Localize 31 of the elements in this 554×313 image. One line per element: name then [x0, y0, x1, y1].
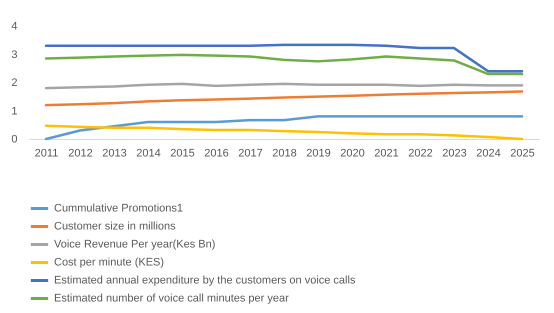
x-tick-label: 2020	[340, 148, 365, 160]
line-series	[44, 90, 524, 106]
x-tick-label: 2014	[136, 148, 161, 160]
x-tick-label: 2013	[102, 148, 127, 160]
x-tick-label: 2012	[68, 148, 93, 160]
x-tick-label: 2021	[374, 148, 399, 160]
x-tick-label: 2016	[204, 148, 229, 160]
x-tick-label: 2023	[442, 148, 467, 160]
line-series	[44, 44, 524, 72]
legend-label: Customer size in millions	[54, 220, 176, 232]
x-tick-label: 2024	[476, 148, 501, 160]
x-tick-label: 2015	[170, 148, 195, 160]
x-tick-label: 2022	[408, 148, 433, 160]
line-series	[44, 124, 524, 140]
legend-label: Cost per minute (KES)	[54, 256, 164, 268]
legend-label: Voice Revenue Per year(Kes Bn)	[54, 238, 216, 250]
legend-label: Estimated annual expenditure by the customers on voice calls	[54, 274, 356, 286]
x-tick-label: 2011	[34, 148, 58, 160]
line-series	[44, 115, 524, 140]
x-tick-label: 2019	[306, 148, 331, 160]
legend-label: Cummulative Promotions1	[54, 202, 183, 214]
x-tick-label: 2025	[510, 148, 535, 160]
y-tick-label: 2	[11, 77, 18, 89]
line-series	[44, 54, 524, 76]
x-tick-label: 2018	[272, 148, 297, 160]
y-tick-label: 3	[11, 48, 18, 61]
x-tick-label: 2017	[238, 148, 263, 160]
y-tick-label: 4	[11, 20, 18, 32]
y-tick-label: 0	[11, 134, 18, 146]
y-tick-label: 1	[11, 105, 18, 118]
legend-label: Estimated number of voice call minutes per year	[54, 292, 290, 304]
